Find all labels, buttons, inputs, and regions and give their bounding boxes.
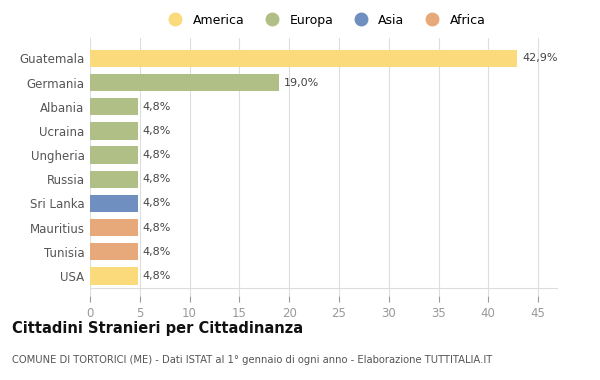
Bar — [90, 122, 138, 139]
Bar — [90, 195, 138, 212]
Bar — [90, 267, 138, 285]
Text: 4,8%: 4,8% — [143, 247, 171, 257]
Bar — [90, 219, 138, 236]
Text: 42,9%: 42,9% — [522, 54, 557, 63]
Bar — [90, 50, 517, 67]
Text: 4,8%: 4,8% — [143, 198, 171, 209]
Legend: America, Europa, Asia, Africa: America, Europa, Asia, Africa — [163, 14, 485, 27]
Bar — [90, 98, 138, 116]
Bar — [90, 171, 138, 188]
Bar — [90, 146, 138, 164]
Text: Cittadini Stranieri per Cittadinanza: Cittadini Stranieri per Cittadinanza — [12, 321, 303, 336]
Text: 19,0%: 19,0% — [284, 78, 319, 88]
Bar — [90, 243, 138, 260]
Bar — [90, 74, 279, 91]
Text: 4,8%: 4,8% — [143, 126, 171, 136]
Text: 4,8%: 4,8% — [143, 271, 171, 281]
Text: 4,8%: 4,8% — [143, 150, 171, 160]
Text: 4,8%: 4,8% — [143, 223, 171, 233]
Text: COMUNE DI TORTORICI (ME) - Dati ISTAT al 1° gennaio di ogni anno - Elaborazione : COMUNE DI TORTORICI (ME) - Dati ISTAT al… — [12, 355, 492, 365]
Text: 4,8%: 4,8% — [143, 102, 171, 112]
Text: 4,8%: 4,8% — [143, 174, 171, 184]
